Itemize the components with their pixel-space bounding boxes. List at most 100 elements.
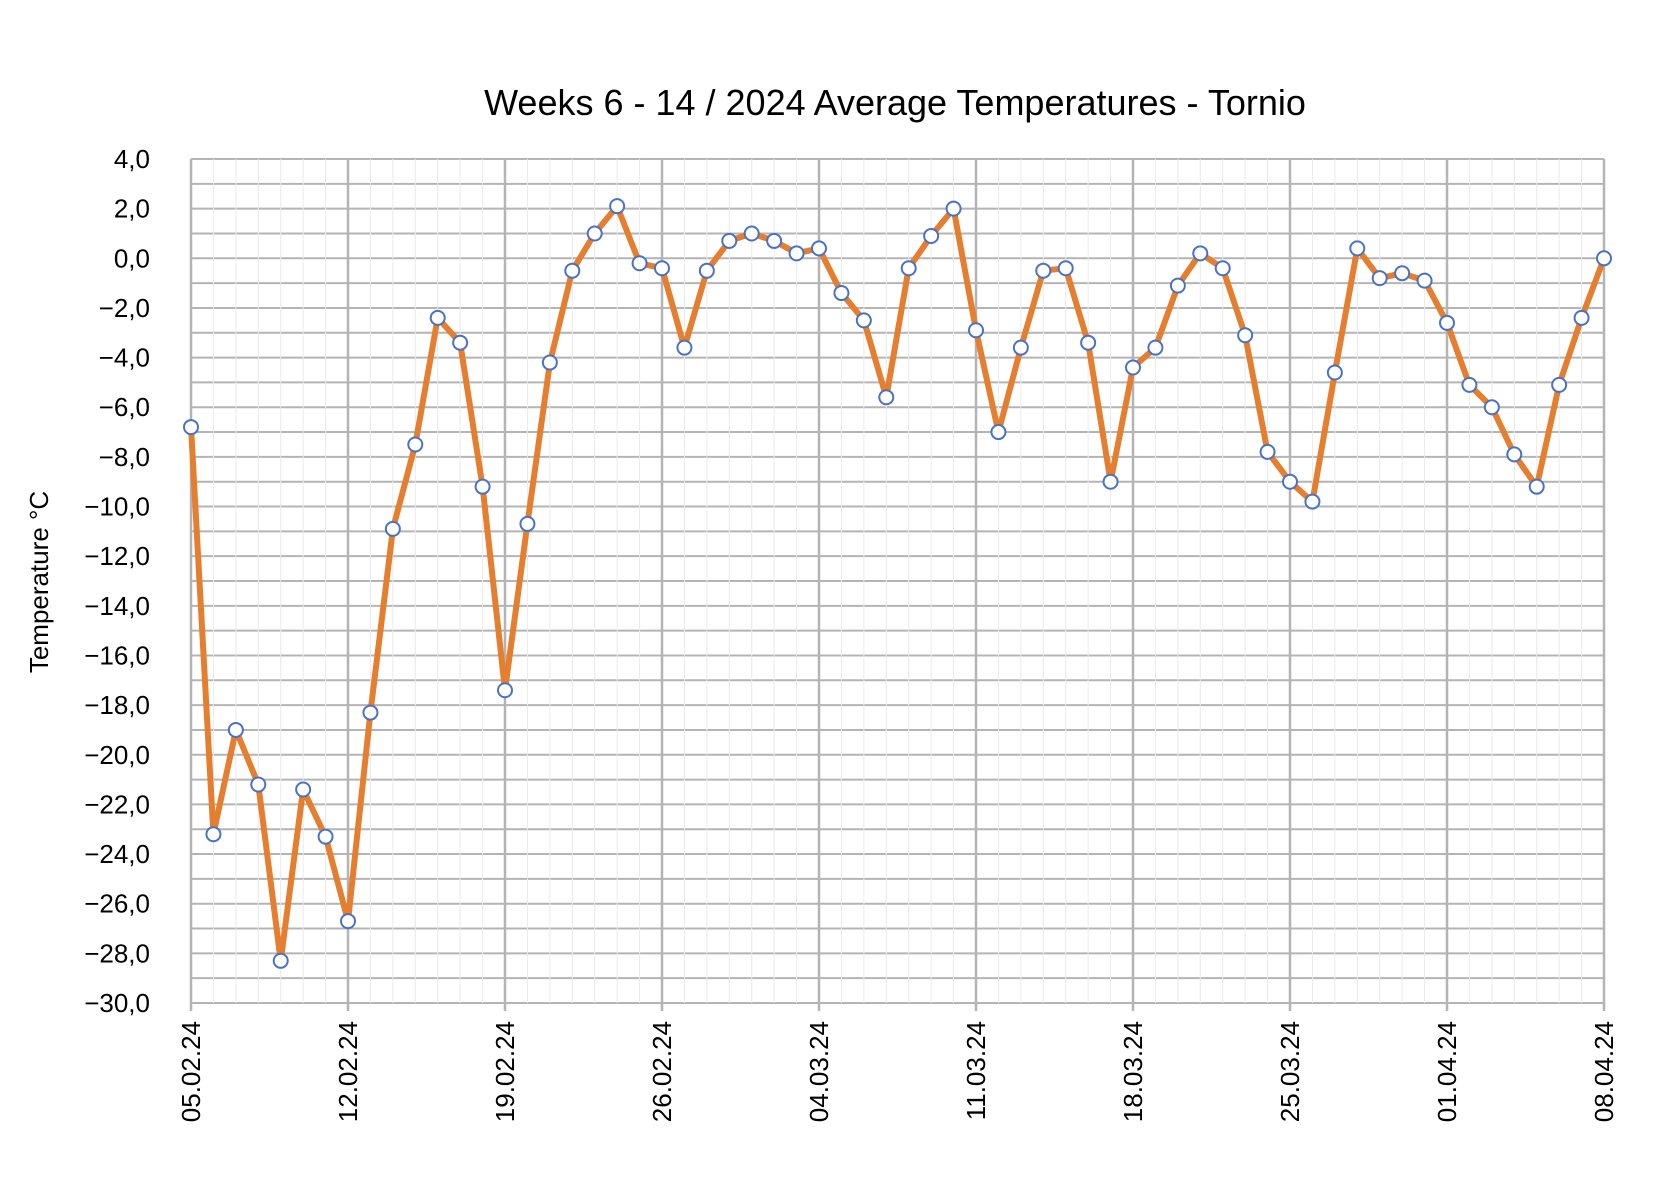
data-point	[1416, 272, 1433, 289]
y-tick-label: −22,0	[84, 789, 150, 819]
series-line	[188, 203, 1607, 964]
data-point	[833, 285, 850, 302]
x-tick-label: 01.04.24	[1432, 1021, 1462, 1122]
y-tick-label: 4,0	[114, 144, 150, 174]
x-tick-label: 05.02.24	[176, 1021, 206, 1122]
data-point	[743, 225, 760, 242]
y-tick-label: −14,0	[84, 591, 150, 621]
data-point	[631, 255, 648, 272]
y-tick-label: −10,0	[84, 492, 150, 522]
data-point	[183, 419, 199, 436]
data-point	[1169, 277, 1186, 294]
x-tick-label: 26.02.24	[647, 1021, 677, 1122]
data-point	[497, 682, 513, 699]
y-tick-label: −6,0	[99, 392, 150, 422]
data-point	[340, 913, 356, 930]
major-gridlines	[189, 159, 1606, 1011]
data-point	[1012, 339, 1029, 356]
data-point	[1483, 399, 1500, 416]
data-point	[407, 436, 424, 453]
data-point	[811, 240, 827, 257]
y-tick-label: −18,0	[84, 690, 150, 720]
y-tick-label: −2,0	[99, 293, 150, 323]
data-point	[878, 389, 895, 406]
data-point	[1596, 250, 1612, 267]
data-point	[1147, 339, 1164, 356]
data-point	[855, 312, 872, 329]
data-point	[272, 952, 289, 969]
data-point	[676, 339, 693, 356]
data-point	[1528, 478, 1545, 495]
data-point	[698, 262, 715, 279]
data-point	[1125, 359, 1141, 376]
data-point	[654, 260, 670, 277]
data-point	[990, 424, 1007, 441]
chart-title: Weeks 6 - 14 / 2024 Average Temperatures…	[484, 82, 1306, 123]
series-temperature	[183, 198, 1612, 969]
data-point	[1259, 443, 1276, 460]
data-point	[317, 828, 334, 845]
y-axis-label: Temperature °C	[24, 491, 54, 673]
data-point	[900, 260, 917, 277]
y-axis-tick-labels: 4,0 2,0 0,0 −2,0 −4,0 −6,0 −8,0 −10,0 −12,0 −14,0…	[84, 144, 150, 1018]
data-point	[968, 322, 984, 339]
data-point	[205, 826, 222, 843]
y-tick-label: −28,0	[84, 938, 150, 968]
y-tick-label: −20,0	[84, 740, 150, 770]
data-point	[1551, 376, 1568, 393]
data-point	[1035, 262, 1052, 279]
minor-gridlines	[191, 158, 1604, 1004]
data-point	[1394, 265, 1411, 282]
data-point	[564, 262, 581, 279]
y-tick-label: −8,0	[99, 442, 150, 472]
data-point	[519, 515, 536, 532]
data-point	[1237, 327, 1254, 344]
x-tick-label: 18.03.24	[1118, 1021, 1148, 1122]
data-point	[945, 200, 962, 217]
data-point	[474, 478, 491, 495]
data-point	[1282, 473, 1298, 490]
x-tick-label: 25.03.24	[1275, 1021, 1305, 1122]
y-tick-label: 2,0	[114, 194, 150, 224]
data-point	[1573, 309, 1590, 326]
data-point	[609, 198, 626, 215]
data-point	[721, 232, 738, 249]
y-tick-label: −26,0	[84, 889, 150, 919]
data-point	[1192, 245, 1209, 262]
data-point	[1080, 334, 1097, 351]
data-point	[452, 334, 469, 351]
data-point	[1371, 270, 1388, 287]
data-point	[1506, 446, 1523, 463]
data-point	[227, 721, 244, 738]
x-axis-tick-labels: 05.02.24 12.02.24 19.02.24 26.02.24 04.03.24…	[176, 1021, 1619, 1122]
data-point	[1439, 314, 1455, 331]
data-point	[766, 232, 783, 249]
data-point	[586, 225, 603, 242]
y-tick-label: −30,0	[84, 988, 150, 1018]
data-point	[295, 781, 312, 798]
data-point	[362, 704, 379, 721]
y-tick-label: −16,0	[84, 640, 150, 670]
data-point	[1349, 240, 1366, 257]
data-point	[1304, 493, 1321, 510]
y-tick-label: −24,0	[84, 839, 150, 869]
data-point	[923, 227, 940, 244]
data-point	[1102, 473, 1119, 490]
x-tick-label: 04.03.24	[804, 1021, 834, 1122]
x-tick-label: 12.02.24	[333, 1021, 363, 1122]
data-point	[250, 776, 267, 793]
data-point	[384, 520, 401, 537]
data-point	[1214, 260, 1231, 277]
data-point	[1461, 376, 1478, 393]
y-tick-label: −12,0	[84, 541, 150, 571]
x-tick-label: 08.04.24	[1589, 1021, 1619, 1122]
data-point	[1326, 364, 1343, 381]
data-point	[429, 309, 446, 326]
data-point	[541, 354, 558, 371]
x-tick-label: 19.02.24	[490, 1021, 520, 1122]
data-point	[1057, 260, 1074, 277]
y-tick-label: 0,0	[114, 243, 150, 273]
x-tick-label: 11.03.24	[961, 1021, 991, 1120]
data-point	[788, 245, 805, 262]
